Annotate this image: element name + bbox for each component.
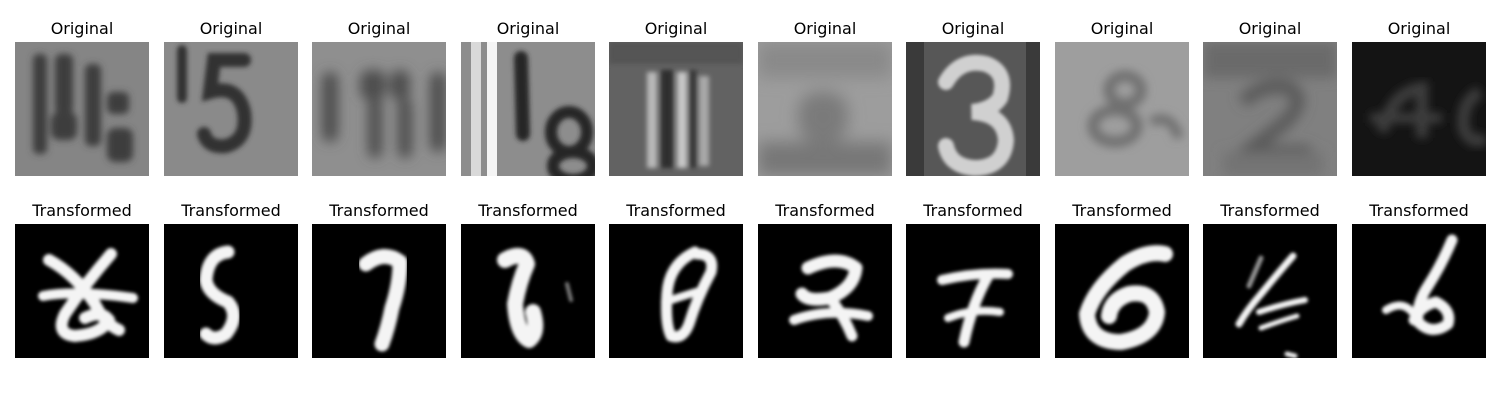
- panel-title: Original: [1090, 19, 1154, 38]
- panel-title: Original: [496, 19, 560, 38]
- original-image: [1055, 42, 1189, 176]
- original-image: [312, 42, 446, 176]
- transformed-image: [906, 224, 1040, 358]
- panel-title: Transformed: [775, 201, 875, 220]
- original-image: [1352, 42, 1486, 176]
- panel-title: Original: [50, 19, 114, 38]
- original-image: [609, 42, 743, 176]
- panel-title: Transformed: [1369, 201, 1469, 220]
- panel-title: Transformed: [923, 201, 1023, 220]
- transformed-image: [1352, 224, 1486, 358]
- panel-title: Transformed: [181, 201, 281, 220]
- panel-title: Transformed: [478, 201, 578, 220]
- transformed-image: [758, 224, 892, 358]
- panel-title: Transformed: [32, 201, 132, 220]
- original-image: [1203, 42, 1337, 176]
- transformed-image: [312, 224, 446, 358]
- original-image: [15, 42, 149, 176]
- panel-title: Transformed: [1220, 201, 1320, 220]
- panel-title: Transformed: [329, 201, 429, 220]
- panel-title: Original: [199, 19, 263, 38]
- original-image: [461, 42, 595, 176]
- panel-title: Transformed: [1072, 201, 1172, 220]
- original-image: [164, 42, 298, 176]
- transformed-image: [1203, 224, 1337, 358]
- panel-title: Original: [644, 19, 708, 38]
- panel-title: Original: [1238, 19, 1302, 38]
- original-image: [758, 42, 892, 176]
- panel-title: Original: [941, 19, 1005, 38]
- panel-title: Original: [1387, 19, 1451, 38]
- transformed-image: [609, 224, 743, 358]
- panel-title: Transformed: [626, 201, 726, 220]
- transformed-image: [461, 224, 595, 358]
- panel-title: Original: [347, 19, 411, 38]
- transformed-image: [164, 224, 298, 358]
- panel-title: Original: [793, 19, 857, 38]
- transformed-image: [15, 224, 149, 358]
- original-image: [906, 42, 1040, 176]
- transformed-image: [1055, 224, 1189, 358]
